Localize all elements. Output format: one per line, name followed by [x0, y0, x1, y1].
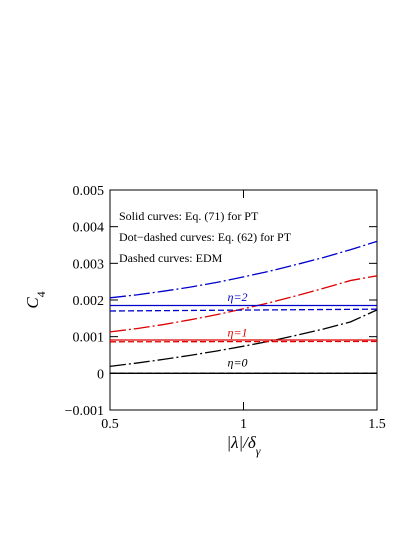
axis-ticks: 0.5 1 1.5 −0.001 0 0.001 0.002 0.003 0.004 0.005: [65, 184, 386, 432]
y-tick-label: 0.002: [73, 294, 105, 309]
x-tick-label: 0.5: [101, 417, 119, 432]
curve-label-eta-2: η=2: [228, 290, 248, 304]
y-tick-label: 0.005: [73, 184, 105, 199]
legend-line: Solid curves: Eq. (71) for PT: [119, 209, 259, 223]
legend-line: Dashed curves: EDM: [119, 251, 223, 265]
y-tick-label: 0: [97, 367, 104, 382]
curve-label-eta-1: η=1: [228, 325, 248, 339]
y-tick-label: 0.004: [73, 221, 105, 236]
legend-line: Dot−dashed curves: Eq. (62) for PT: [119, 230, 292, 244]
curve-label-eta-0: η=0: [228, 356, 248, 370]
y-tick-label: 0.001: [73, 331, 105, 346]
y-tick-label: 0.003: [73, 257, 105, 272]
x-axis-label: |λ|/δγ: [226, 433, 260, 458]
curves: [109, 240, 378, 374]
x-tick-label: 1.5: [368, 417, 386, 432]
axis-labels: |λ|/δγ C4: [23, 291, 261, 458]
y-tick-label: −0.001: [65, 404, 104, 419]
series-line-eta-2-dotdash: [109, 240, 378, 299]
series-line-eta-0-dotdash: [109, 309, 378, 368]
series-line-eta-1-dotdash: [109, 275, 378, 333]
y-axis-label: C4: [23, 291, 48, 308]
x-tick-label: 1: [240, 417, 247, 432]
legend: Solid curves: Eq. (71) for PT Dot−dashed …: [119, 209, 292, 265]
curve-annotations: η=2 η=1 η=0: [228, 290, 248, 370]
